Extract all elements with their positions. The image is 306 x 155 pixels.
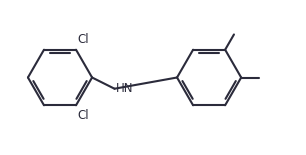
Text: Cl: Cl (78, 33, 89, 46)
Text: Cl: Cl (78, 109, 89, 122)
Text: HN: HN (116, 82, 134, 95)
